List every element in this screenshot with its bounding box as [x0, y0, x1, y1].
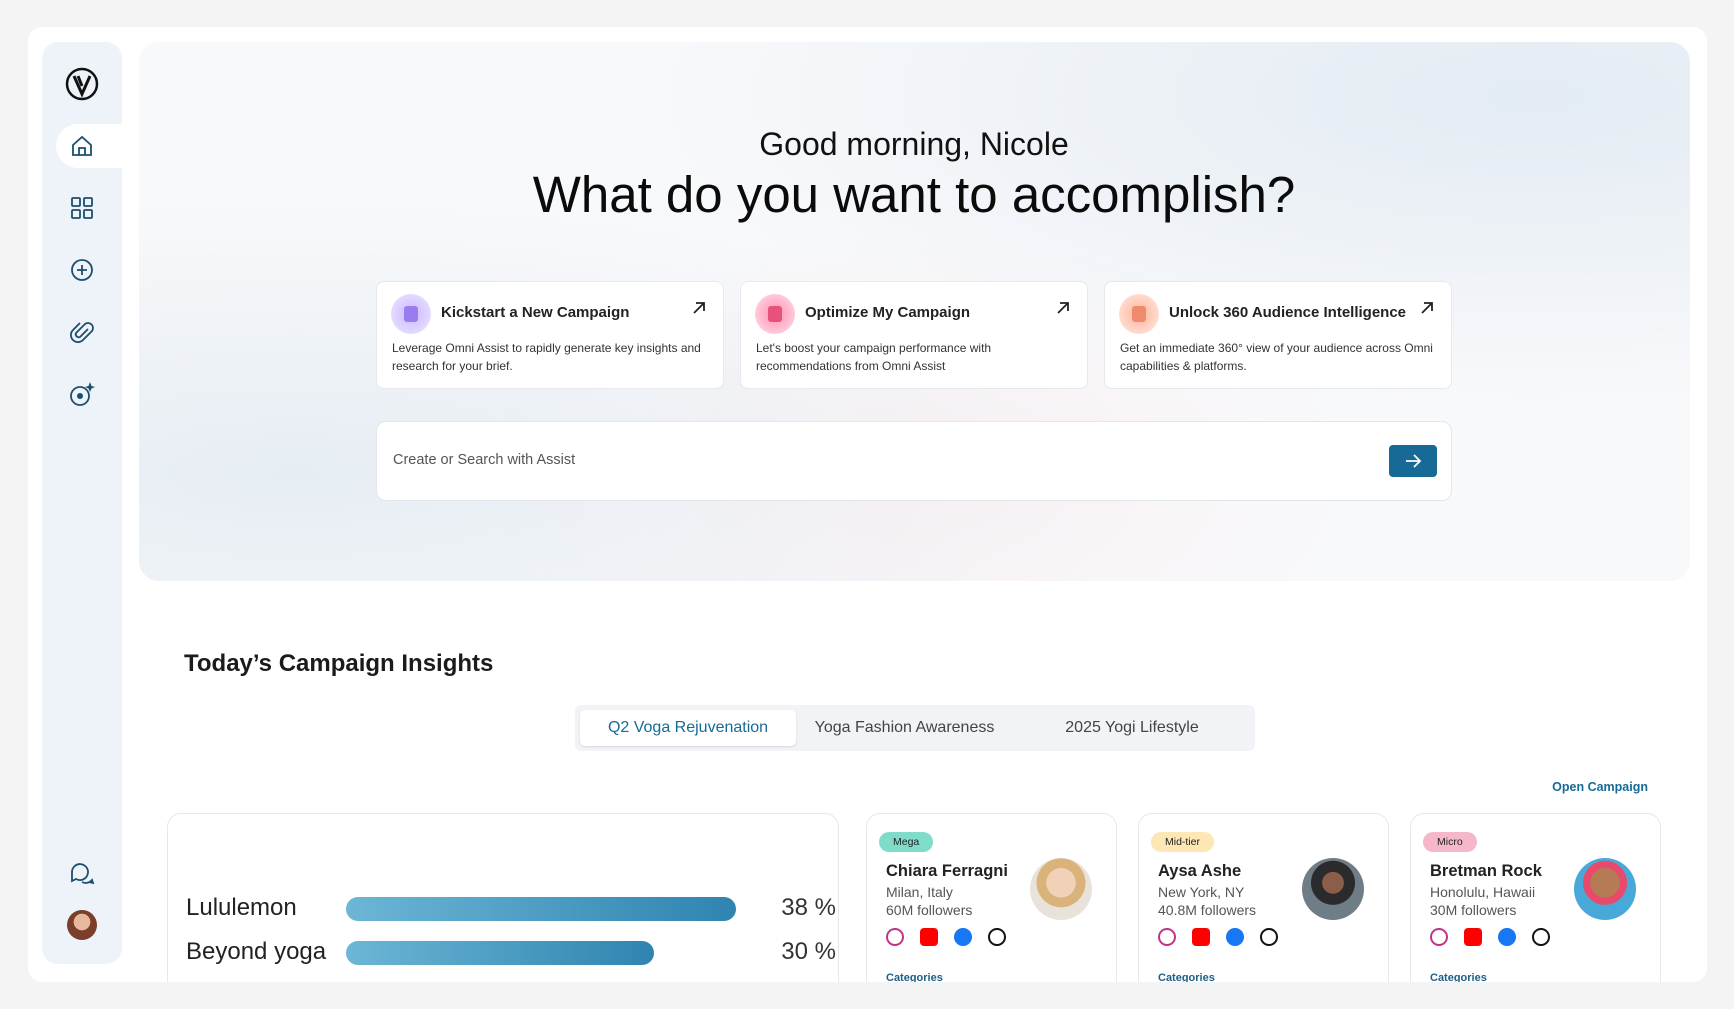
- card-description: Let's boost your campaign performance wi…: [756, 341, 992, 373]
- categories-heading: Categories: [1158, 972, 1215, 982]
- influencer-location: New York, NY: [1158, 884, 1245, 900]
- influencer-card[interactable]: Micro Bretman Rock Honolulu, Hawaii 30M fol…: [1410, 813, 1661, 982]
- brand-row: Lululemon 38 %: [186, 894, 836, 924]
- sidebar: [42, 42, 122, 964]
- tab[interactable]: 2025 Yogi Lifestyle: [1065, 719, 1199, 736]
- influencer-card[interactable]: Mid-tier Aysa Ashe New York, NY 40.8M follo…: [1138, 813, 1389, 982]
- open-campaign-link[interactable]: Open Campaign: [1552, 780, 1648, 794]
- influencer-followers: 30M followers: [1430, 902, 1517, 918]
- social-icon: [954, 928, 972, 946]
- social-icon: [1226, 928, 1244, 946]
- tier-badge: Mid-tier: [1151, 832, 1215, 852]
- app-frame: Good morning, Nicole What do you want to…: [28, 27, 1707, 982]
- social-icon: [1532, 928, 1550, 946]
- social-icon: [1464, 928, 1482, 946]
- social-icon: [1158, 928, 1176, 946]
- influencer-avatar: [1302, 858, 1364, 920]
- card-title: Unlock 360 Audience Intelligence: [1169, 304, 1407, 321]
- search-placeholder: Create or Search with Assist: [393, 452, 576, 468]
- categories-heading: Categories: [886, 972, 943, 982]
- arrow-icon: [1057, 302, 1069, 314]
- nav-home[interactable]: [62, 126, 102, 166]
- card-icon-glyph: [404, 306, 418, 322]
- nav-dashboard[interactable]: [62, 188, 102, 228]
- influencer-avatar: [1030, 858, 1092, 920]
- nav-attachments[interactable]: [62, 312, 102, 352]
- social-icon: [1192, 928, 1210, 946]
- categories-heading: Categories: [1430, 972, 1487, 982]
- social-icon: [920, 928, 938, 946]
- insights-title: Today’s Campaign Insights: [184, 650, 494, 677]
- influencer-card[interactable]: Mega Chiara Ferragni Milan, Italy 60M follo…: [866, 813, 1117, 982]
- card-icon: [1119, 294, 1159, 334]
- social-icon: [1430, 928, 1448, 946]
- influencer-location: Honolulu, Hawaii: [1430, 884, 1536, 900]
- social-icon: [1498, 928, 1516, 946]
- tab[interactable]: Yoga Fashion Awareness: [814, 719, 995, 736]
- influencer-avatar: [1574, 858, 1636, 920]
- nav-chat[interactable]: [62, 852, 102, 892]
- share-bar: [346, 941, 654, 965]
- nav-assist[interactable]: [62, 374, 102, 414]
- tier-badge: Mega: [879, 832, 934, 852]
- card-description: Get an immediate 360° view of your audie…: [1120, 341, 1433, 373]
- share-bar: [346, 897, 736, 921]
- influencer-followers: 40.8M followers: [1158, 902, 1257, 918]
- campaign-tabs: Q2 Voga Rejuvenation Yoga Fashion Awarene…: [575, 705, 1255, 751]
- share-value: 38 %: [781, 894, 836, 921]
- card-description: Leverage Omni Assist to rapidly generate…: [392, 341, 701, 373]
- action-card[interactable]: Unlock 360 Audience Intelligence Get an i…: [1104, 281, 1452, 389]
- brand-row: Beyond yoga 30 %: [186, 938, 836, 968]
- action-card[interactable]: Optimize My Campaign Let's boost your cam…: [740, 281, 1088, 389]
- social-icon: [1260, 928, 1278, 946]
- search-box[interactable]: Create or Search with Assist: [376, 421, 1452, 501]
- nav-active: [56, 124, 122, 168]
- arrow-icon: [1406, 454, 1422, 468]
- arrow-icon: [1421, 302, 1433, 314]
- share-value: 30 %: [781, 938, 836, 965]
- search-submit[interactable]: [1389, 445, 1437, 477]
- action-card[interactable]: Kickstart a New Campaign Leverage Omni As…: [376, 281, 724, 389]
- card-icon-glyph: [1132, 306, 1146, 322]
- influencer-name: Bretman Rock: [1430, 862, 1542, 880]
- influencer-name: Aysa Ashe: [1158, 862, 1242, 880]
- influencer-followers: 60M followers: [886, 902, 973, 918]
- brand-name: Lululemon: [186, 894, 297, 921]
- brand-name: Beyond yoga: [186, 938, 327, 965]
- headline: What do you want to accomplish?: [532, 166, 1296, 223]
- social-icon: [886, 928, 904, 946]
- user-avatar[interactable]: [67, 910, 97, 940]
- influencer-name: Chiara Ferragni: [886, 862, 1008, 880]
- tab[interactable]: Q2 Voga Rejuvenation: [580, 710, 796, 746]
- arrow-icon: [693, 302, 705, 314]
- greeting: Good morning, Nicole: [759, 126, 1069, 162]
- card-title: Optimize My Campaign: [805, 304, 971, 321]
- influencer-location: Milan, Italy: [886, 884, 953, 900]
- nav-create[interactable]: [62, 250, 102, 290]
- social-icon: [988, 928, 1006, 946]
- card-title: Kickstart a New Campaign: [441, 304, 630, 321]
- card-icon: [391, 294, 431, 334]
- logo: [65, 67, 99, 101]
- card-icon: [755, 294, 795, 334]
- card-icon-glyph: [768, 306, 782, 322]
- tier-badge: Micro: [1423, 832, 1477, 852]
